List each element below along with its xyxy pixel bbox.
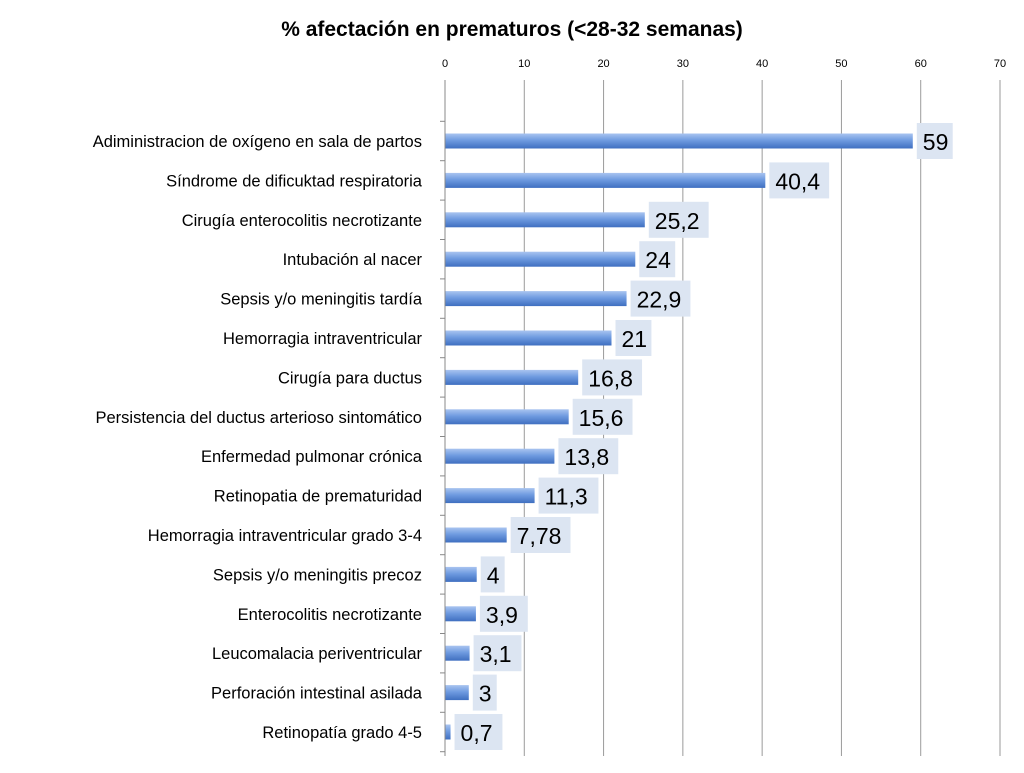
data-label: 4 xyxy=(487,562,500,588)
bar xyxy=(445,566,477,582)
data-label: 7,78 xyxy=(517,523,562,549)
data-label: 11,3 xyxy=(545,484,588,510)
bar xyxy=(445,606,476,622)
bar xyxy=(445,685,469,701)
data-label: 21 xyxy=(622,326,648,352)
data-label: 3,9 xyxy=(486,602,518,628)
bar xyxy=(445,133,913,149)
bar xyxy=(445,369,579,385)
data-label: 0,7 xyxy=(461,720,493,746)
x-tick-label: 60 xyxy=(915,58,927,70)
bar xyxy=(445,251,636,267)
bars xyxy=(445,133,913,740)
bar xyxy=(445,409,569,425)
x-tick-label: 20 xyxy=(597,58,609,70)
category-label: Leucomalacia periventricular xyxy=(212,645,423,663)
data-label-box xyxy=(615,320,652,356)
data-label-box xyxy=(648,201,709,238)
bar xyxy=(445,448,555,464)
data-label-box xyxy=(630,280,691,317)
gridlines xyxy=(440,80,1001,756)
x-tick-label: 30 xyxy=(677,58,689,70)
data-label: 24 xyxy=(645,247,671,273)
x-tick-label: 70 xyxy=(994,58,1006,70)
data-label-box xyxy=(472,674,497,711)
data-labels: 59 40,4 25,2 24 22,9 21 16,8 15,6 13,8 11,3 7,78 4 3… xyxy=(454,123,953,750)
data-label: 59 xyxy=(923,129,949,155)
bar xyxy=(445,172,766,188)
data-label-box xyxy=(480,556,505,593)
bar xyxy=(445,527,507,543)
bar xyxy=(445,488,535,504)
data-label-box xyxy=(454,714,503,750)
x-tick-label: 40 xyxy=(756,58,768,70)
data-label-box xyxy=(558,438,619,475)
data-label: 3,1 xyxy=(480,641,512,667)
category-label: Cirugía enterocolitis necrotizante xyxy=(182,212,422,230)
bar xyxy=(445,724,451,740)
category-label: Persistencia del ductus arterioso sintom… xyxy=(96,409,423,427)
category-label: Retinopatia de prematuridad xyxy=(214,488,422,506)
bar xyxy=(445,330,612,346)
data-label-box xyxy=(510,517,571,553)
category-label: Adiministracion de oxígeno en sala de pa… xyxy=(93,133,422,151)
data-label: 22,9 xyxy=(637,287,682,313)
x-tick-label: 0 xyxy=(442,58,448,70)
x-tick-label: 10 xyxy=(518,58,530,70)
category-label: Cirugía para ductus xyxy=(278,369,422,387)
bar xyxy=(445,645,470,661)
category-labels: Adiministracion de oxígeno en sala de pa… xyxy=(93,133,423,742)
data-label-box xyxy=(538,477,599,514)
category-label: Enterocolitis necrotizante xyxy=(238,606,422,624)
category-label: Perforación intestinal asilada xyxy=(211,685,423,703)
category-label: Sepsis y/o meningitis tardía xyxy=(220,291,423,309)
category-label: Hemorragia intraventricular xyxy=(223,330,422,348)
data-label: 25,2 xyxy=(655,208,700,234)
data-label: 40,4 xyxy=(775,168,820,194)
category-label: Retinopatía grado 4-5 xyxy=(262,724,422,742)
data-label: 3 xyxy=(479,681,492,707)
data-label-box xyxy=(639,241,676,278)
data-label: 13,8 xyxy=(564,444,609,470)
category-label: Intubación al nacer xyxy=(283,251,423,269)
data-label-box xyxy=(473,635,522,672)
category-label: Sepsis y/o meningitis precoz xyxy=(213,566,422,584)
x-axis-ticks: 0 10 20 30 40 50 60 70 xyxy=(442,58,1006,70)
data-label-box xyxy=(916,123,953,159)
category-label: Enfermedad pulmonar crónica xyxy=(201,448,423,466)
data-label: 16,8 xyxy=(588,365,633,391)
category-label: Hemorragia intraventricular grado 3-4 xyxy=(148,527,422,545)
data-label: 15,6 xyxy=(579,405,624,431)
data-label-box xyxy=(572,398,633,435)
data-label-box xyxy=(582,359,643,396)
bar xyxy=(445,291,627,307)
bar xyxy=(445,212,645,228)
x-tick-label: 50 xyxy=(835,58,847,70)
data-label-box xyxy=(479,595,528,632)
category-label: Síndrome de dificuktad respiratoria xyxy=(166,172,423,190)
chart-title: % afectación en prematuros (<28-32 seman… xyxy=(281,18,743,41)
data-label-box xyxy=(769,162,830,199)
